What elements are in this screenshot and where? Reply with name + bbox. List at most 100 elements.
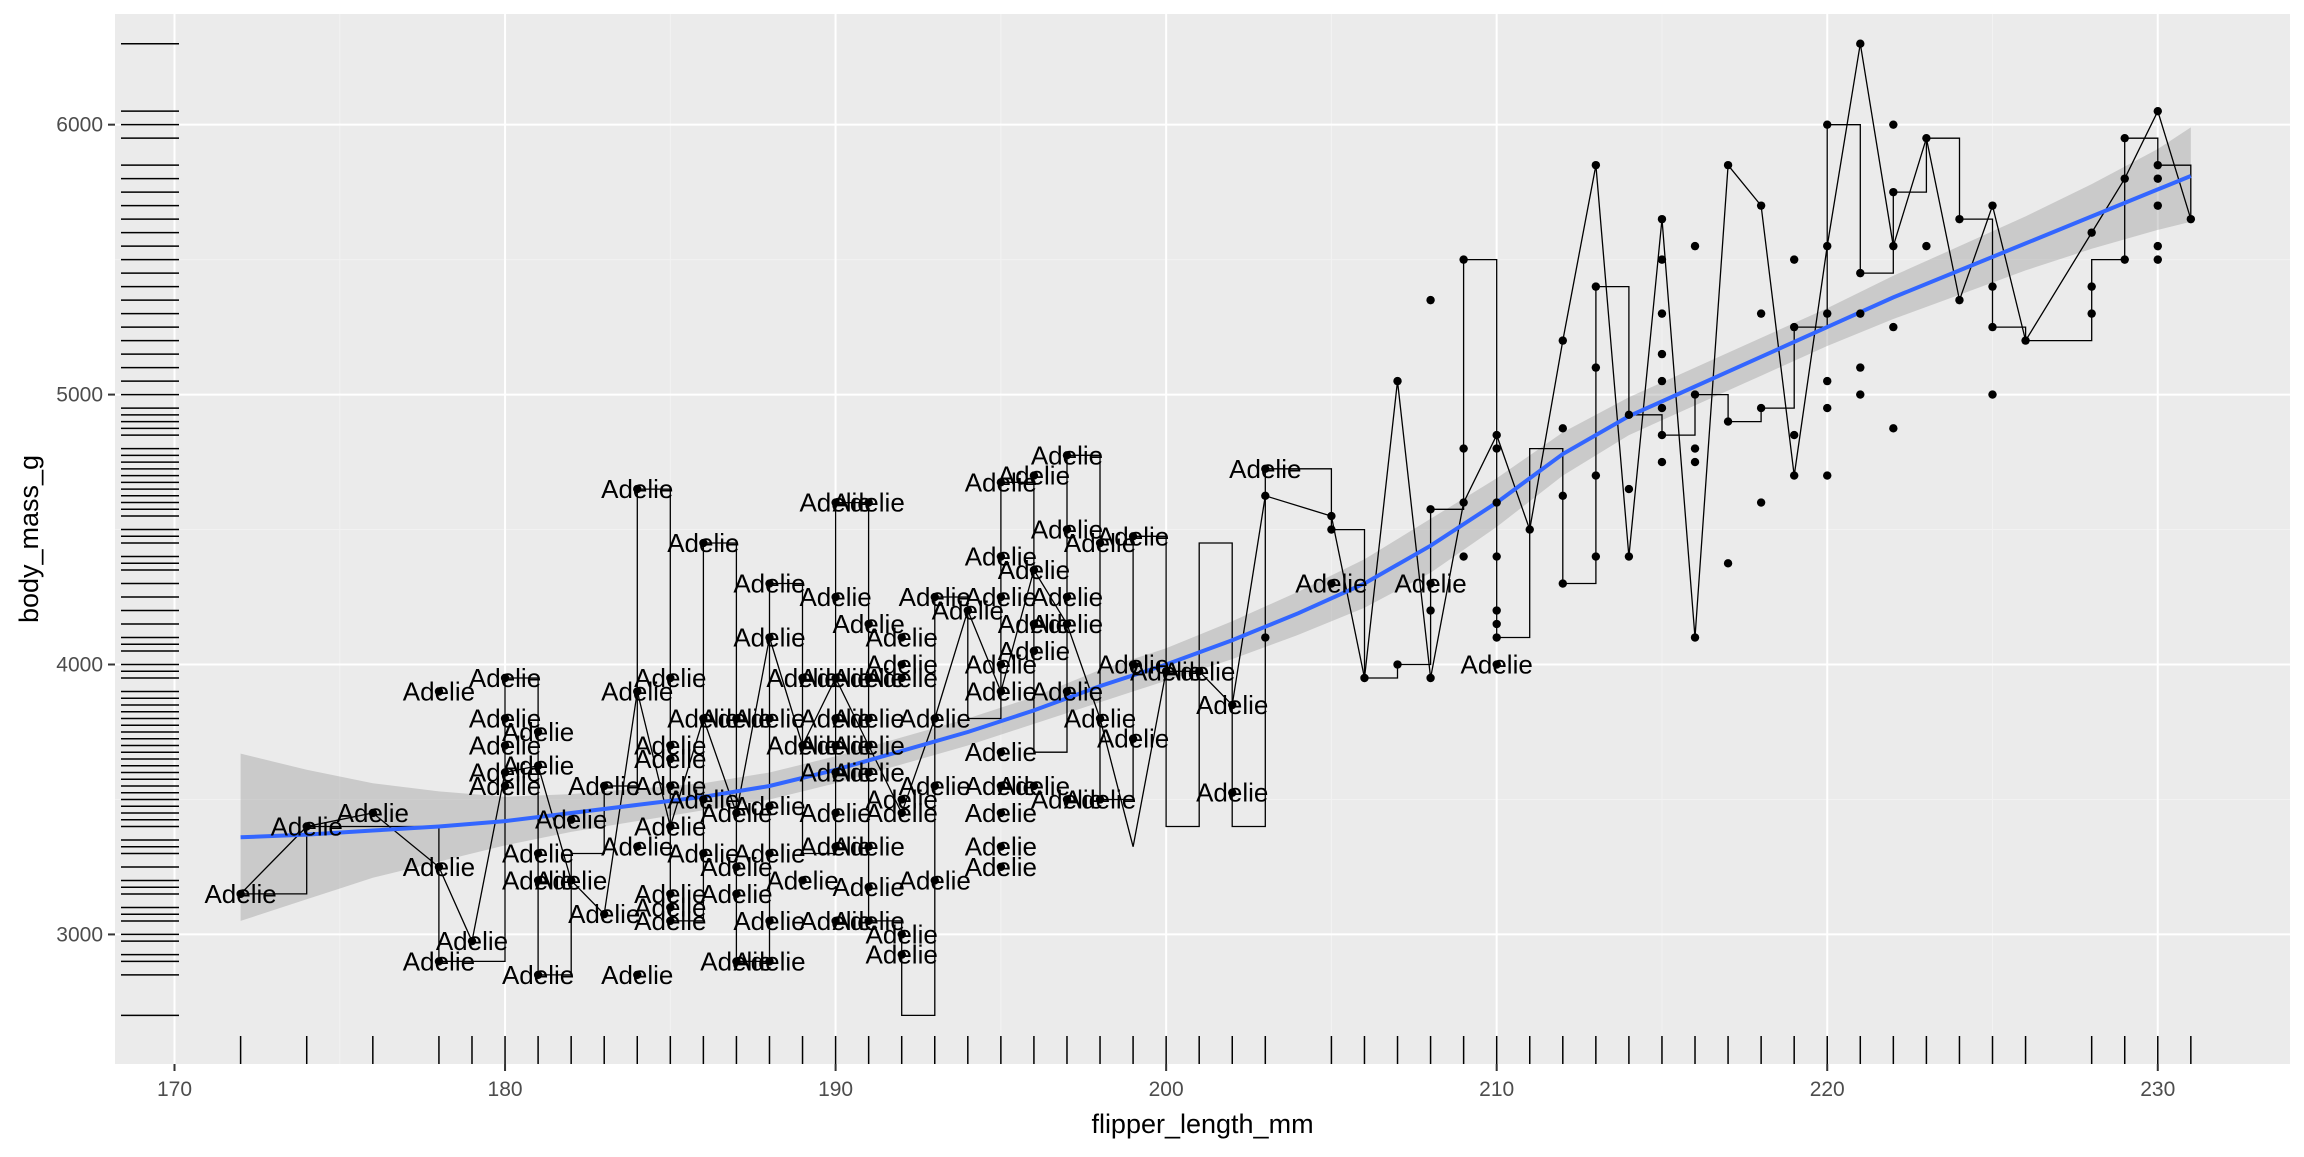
data-point xyxy=(831,768,840,777)
data-point xyxy=(996,808,1006,818)
point-label: Adelie xyxy=(733,703,805,733)
data-point xyxy=(500,714,510,723)
point-label: Adelie xyxy=(634,663,706,693)
x-rug-marks xyxy=(239,1036,2192,1064)
data-point xyxy=(1922,241,1931,251)
data-point xyxy=(666,903,675,912)
data-point xyxy=(1591,363,1601,372)
point-label: Adelie xyxy=(998,636,1070,666)
data-point xyxy=(1756,498,1766,507)
smooth-fit-line xyxy=(240,174,2192,840)
point-label: Adelie xyxy=(634,879,706,909)
data-point xyxy=(1723,417,1733,426)
point-label: Adelie xyxy=(866,784,938,814)
data-point xyxy=(1095,795,1105,804)
point-label: Adelie xyxy=(1097,650,1169,680)
point-label: Adelie xyxy=(733,906,805,936)
data-point xyxy=(1889,322,1898,332)
point-label: Adelie xyxy=(965,771,1037,801)
point-label: Adelie xyxy=(733,838,805,868)
point-label: Adelie xyxy=(469,771,541,801)
point-label: Adelie xyxy=(1064,703,1136,733)
data-point xyxy=(1228,788,1237,797)
point-label: Adelie xyxy=(833,730,905,760)
data-point xyxy=(434,862,444,872)
data-point xyxy=(1492,552,1501,561)
data-point xyxy=(434,687,444,696)
data-point xyxy=(897,808,906,818)
data-point xyxy=(765,579,774,588)
point-label: Adelie xyxy=(403,677,475,707)
point-labels: AdelieAdelieAdelieAdelieAdelieAdelieAdel… xyxy=(204,440,1532,990)
data-point xyxy=(600,909,609,919)
data-point xyxy=(1723,160,1733,170)
data-point xyxy=(1261,491,1270,501)
minor-gridlines xyxy=(115,14,2290,1064)
point-label: Adelie xyxy=(965,582,1037,612)
point-label: Adelie xyxy=(1031,515,1103,545)
data-point xyxy=(2021,336,2030,345)
point-label: Adelie xyxy=(700,798,772,828)
point-label: Adelie xyxy=(568,771,640,801)
data-point xyxy=(1856,363,1865,372)
data-point xyxy=(1988,322,1997,332)
data-point xyxy=(533,876,543,885)
data-point xyxy=(765,849,774,858)
data-point xyxy=(699,795,708,804)
data-point xyxy=(864,768,873,777)
point-label: Adelie xyxy=(667,703,739,733)
data-point xyxy=(1889,241,1898,251)
data-point xyxy=(236,889,245,899)
data-point xyxy=(765,957,774,966)
point-label: Adelie xyxy=(799,663,871,693)
x-tick-label: 190 xyxy=(818,1078,853,1101)
point-label: Adelie xyxy=(1196,778,1268,808)
point-label: Adelie xyxy=(833,663,905,693)
point-label: Adelie xyxy=(1097,724,1169,754)
y-tick-label: 5000 xyxy=(56,384,103,407)
point-label: Adelie xyxy=(733,791,805,821)
data-point xyxy=(996,592,1006,602)
data-point xyxy=(1492,619,1501,629)
point-label: Adelie xyxy=(866,798,938,828)
data-point xyxy=(897,673,906,683)
data-point xyxy=(566,876,576,885)
point-label: Adelie xyxy=(1031,582,1103,612)
point-label: Adelie xyxy=(469,757,541,787)
data-point xyxy=(1029,619,1039,629)
point-label: Adelie xyxy=(866,940,938,970)
point-label: Adelie xyxy=(866,919,938,949)
data-point xyxy=(533,970,543,980)
point-label: Adelie xyxy=(634,906,706,936)
point-label: Adelie xyxy=(667,838,739,868)
point-label: Adelie xyxy=(998,555,1070,585)
point-label: Adelie xyxy=(403,852,475,882)
point-label: Adelie xyxy=(1130,656,1202,686)
point-label: Adelie xyxy=(833,488,905,518)
point-label: Adelie xyxy=(502,751,574,781)
data-point xyxy=(864,916,873,926)
x-axis-title: flipper_length_mm xyxy=(1091,1109,1313,1139)
data-point xyxy=(1823,120,1832,129)
data-point xyxy=(1492,633,1501,642)
data-point xyxy=(732,862,741,872)
data-point xyxy=(302,822,311,831)
point-label: Adelie xyxy=(568,899,640,929)
data-point xyxy=(2153,241,2162,251)
point-label: Adelie xyxy=(469,663,541,693)
point-label: Adelie xyxy=(799,757,871,787)
data-point xyxy=(633,687,642,696)
point-label: Adelie xyxy=(634,730,706,760)
data-point xyxy=(1161,667,1171,676)
data-point xyxy=(996,748,1006,757)
point-label: Adelie xyxy=(833,906,905,936)
data-point xyxy=(1657,430,1667,440)
data-point xyxy=(996,781,1006,791)
point-label: Adelie xyxy=(799,582,871,612)
x-tick-label: 210 xyxy=(1479,1078,1514,1101)
data-point xyxy=(1856,39,1865,48)
point-label: Adelie xyxy=(899,703,971,733)
point-label: Adelie xyxy=(799,798,871,828)
data-point xyxy=(1988,201,1997,210)
point-label: Adelie xyxy=(766,663,838,693)
